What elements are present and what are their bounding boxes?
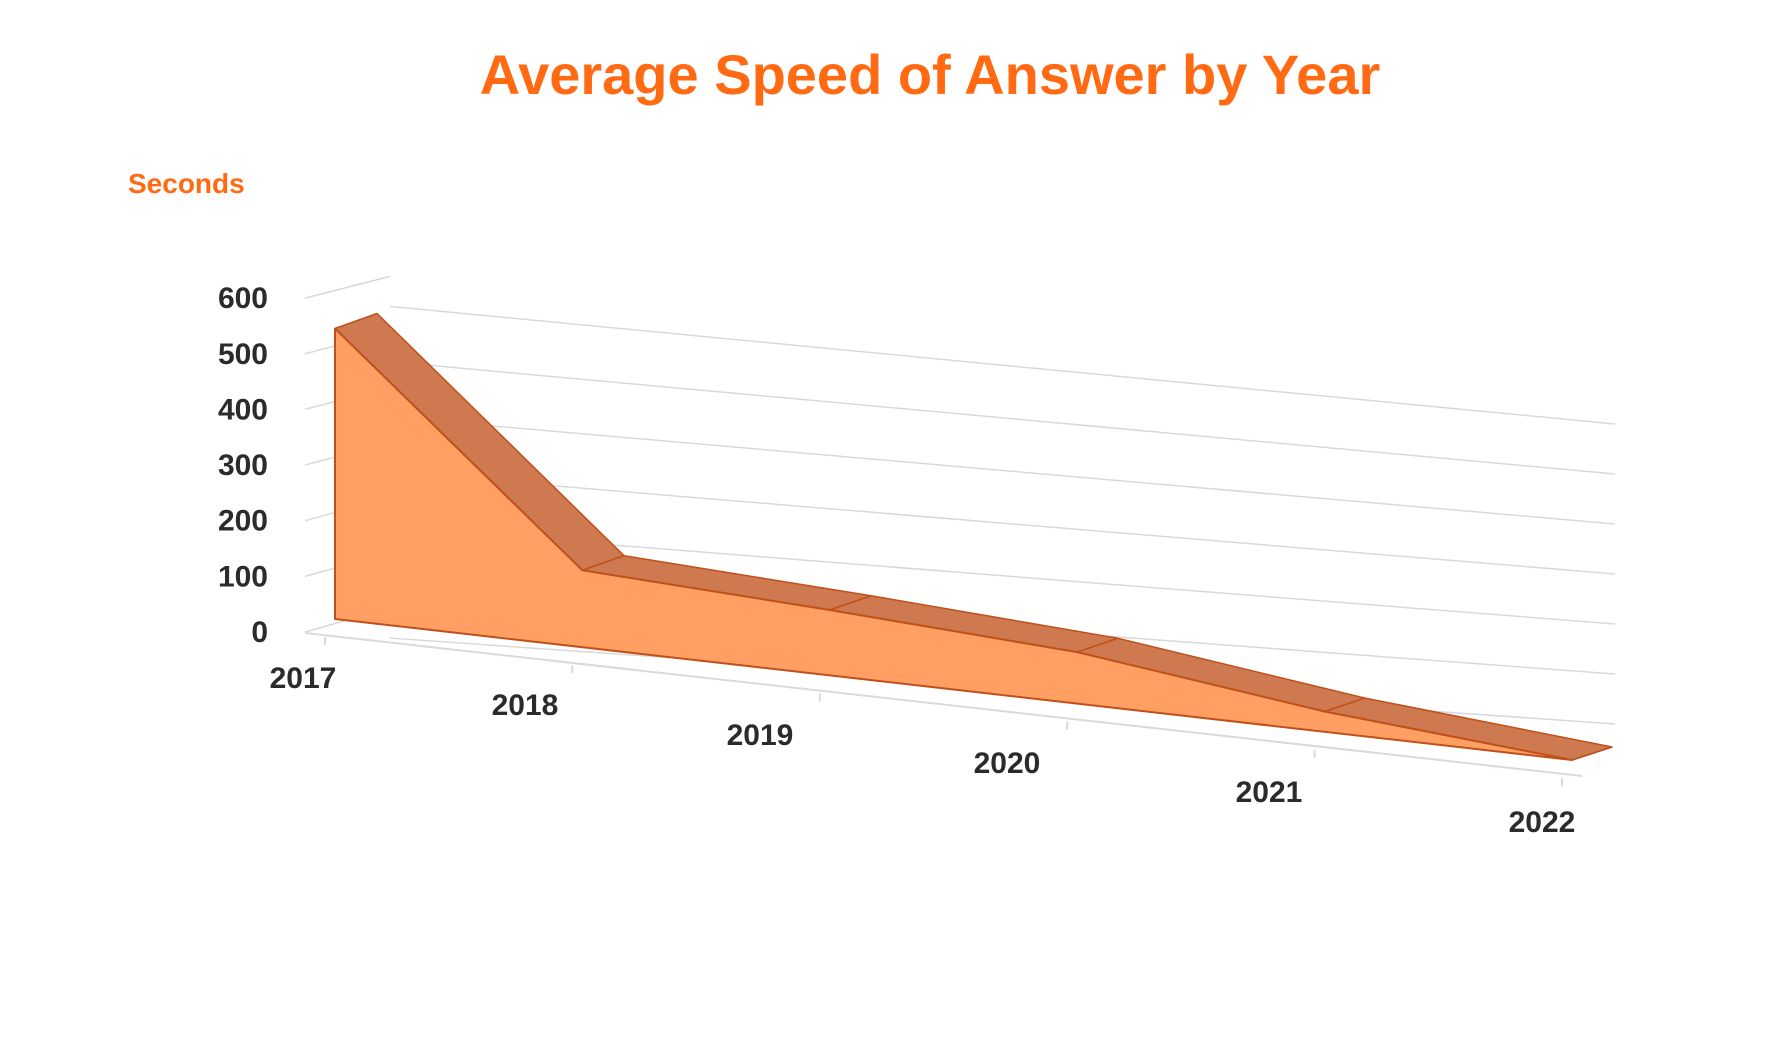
x-axis-ticks: 2017 2018 2019 2020 2021 2022 bbox=[270, 637, 1576, 839]
x-tick-label: 2021 bbox=[1236, 776, 1303, 809]
area-series bbox=[334, 312, 1613, 761]
y-tick-label: 200 bbox=[218, 505, 268, 538]
area-front-face bbox=[334, 327, 1573, 761]
gridline bbox=[389, 305, 1616, 425]
y-axis-title: Seconds bbox=[128, 168, 245, 199]
x-tick-label: 2019 bbox=[727, 719, 794, 752]
y-tick-label: 600 bbox=[218, 282, 268, 315]
gridline bbox=[389, 360, 1616, 475]
area-side-face bbox=[1571, 746, 1613, 761]
x-tick-label: 2018 bbox=[492, 689, 559, 722]
floor-line bbox=[304, 632, 1583, 777]
x-tick-label: 2022 bbox=[1509, 806, 1576, 839]
gridline bbox=[389, 416, 1616, 525]
chart-title: Average Speed of Answer by Year bbox=[479, 43, 1381, 106]
y-tick-label: 300 bbox=[218, 449, 268, 482]
y-tick-label: 100 bbox=[218, 560, 268, 593]
y-tick-label: 400 bbox=[218, 393, 268, 426]
y-tick-label: 500 bbox=[218, 338, 268, 371]
y-axis-ticks: 0 100 200 300 400 500 600 bbox=[218, 282, 268, 649]
x-tick-label: 2020 bbox=[974, 747, 1041, 780]
x-tick-label: 2017 bbox=[270, 662, 337, 695]
gridline-side bbox=[304, 275, 391, 299]
y-tick-label: 0 bbox=[251, 616, 268, 649]
gridline bbox=[389, 471, 1616, 575]
